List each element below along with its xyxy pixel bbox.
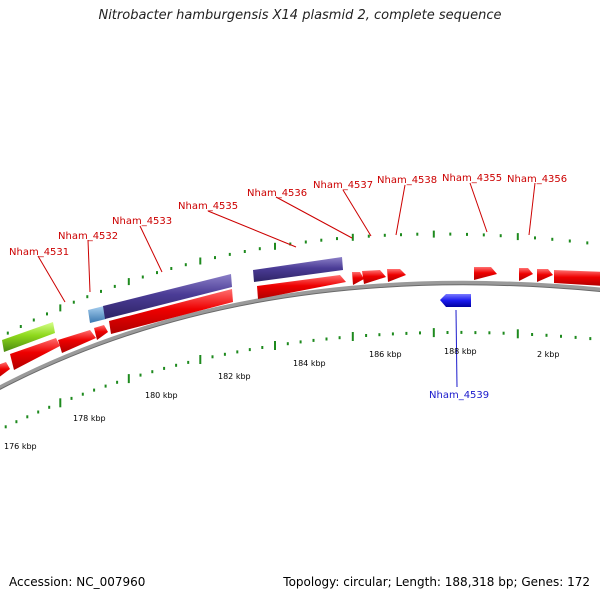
gene-arrow-10[interactable] (474, 267, 497, 280)
gene-arrow-11[interactable] (519, 268, 533, 281)
scale-label-178: 178 kbp (73, 414, 106, 423)
lime-feature[interactable] (2, 322, 55, 352)
scale-label-2: 2 kbp (537, 350, 559, 359)
label-leader-lines (37, 182, 536, 303)
scale-label-184: 184 kbp (293, 359, 326, 368)
gene-arrow-4[interactable] (94, 325, 108, 340)
gene-label-nham-4535[interactable]: Nham_4535 (178, 201, 238, 212)
accession-text: Accession: NC_007960 (9, 575, 146, 589)
scale-label-176: 176 kbp (4, 442, 37, 451)
reverse-genes (440, 294, 471, 307)
gene-arrow-12[interactable] (537, 269, 553, 282)
inner-tick-marks (4, 328, 592, 429)
scale-labels: 176 kbp 178 kbp 180 kbp 182 kbp 184 kbp … (4, 347, 559, 451)
gene-arrow-13[interactable] (554, 270, 600, 286)
plasmid-backbone (0, 280, 600, 390)
scale-label-182: 182 kbp (218, 372, 251, 381)
scale-label-186: 186 kbp (369, 350, 402, 359)
lightblue-feature[interactable] (88, 306, 106, 323)
scale-label-188: 188 kbp (444, 347, 477, 356)
gene-label-nham-4536[interactable]: Nham_4536 (247, 188, 307, 199)
label-leader-line-reverse (455, 309, 458, 388)
purple-feature-1[interactable] (103, 274, 232, 319)
feature-track-outer (2, 257, 343, 352)
map-title: Nitrobacter hamburgensis X14 plasmid 2, … (98, 8, 502, 23)
gene-label-nham-4538[interactable]: Nham_4538 (377, 175, 437, 186)
gene-arrow-7[interactable] (352, 272, 364, 285)
gene-label-nham-4532[interactable]: Nham_4532 (58, 231, 118, 242)
gene-arrow-1[interactable] (0, 362, 10, 378)
gene-arrow-9[interactable] (387, 269, 406, 282)
gene-arrow-3[interactable] (58, 330, 96, 353)
gene-label-nham-4539[interactable]: Nham_4539 (429, 390, 489, 401)
purple-feature-2[interactable] (253, 257, 343, 282)
scale-label-180: 180 kbp (145, 391, 178, 400)
gene-label-nham-4531[interactable]: Nham_4531 (9, 247, 69, 258)
stats-text: Topology: circular; Length: 188,318 bp; … (283, 575, 590, 589)
gene-label-nham-4533[interactable]: Nham_4533 (112, 216, 172, 227)
gene-label-nham-4537[interactable]: Nham_4537 (313, 180, 373, 191)
gene-label-nham-4356[interactable]: Nham_4356 (507, 174, 567, 185)
gene-arrow-2[interactable] (10, 338, 60, 370)
gene-arrow-nham-4539[interactable] (440, 294, 471, 307)
gene-label-nham-4355[interactable]: Nham_4355 (442, 173, 502, 184)
gene-labels: Nham_4531 Nham_4532 Nham_4533 Nham_4535 … (9, 173, 567, 401)
gene-arrow-5[interactable] (109, 289, 233, 334)
forward-genes (0, 267, 600, 378)
gene-arrow-8[interactable] (362, 270, 386, 284)
gene-arrow-6[interactable] (257, 275, 346, 299)
